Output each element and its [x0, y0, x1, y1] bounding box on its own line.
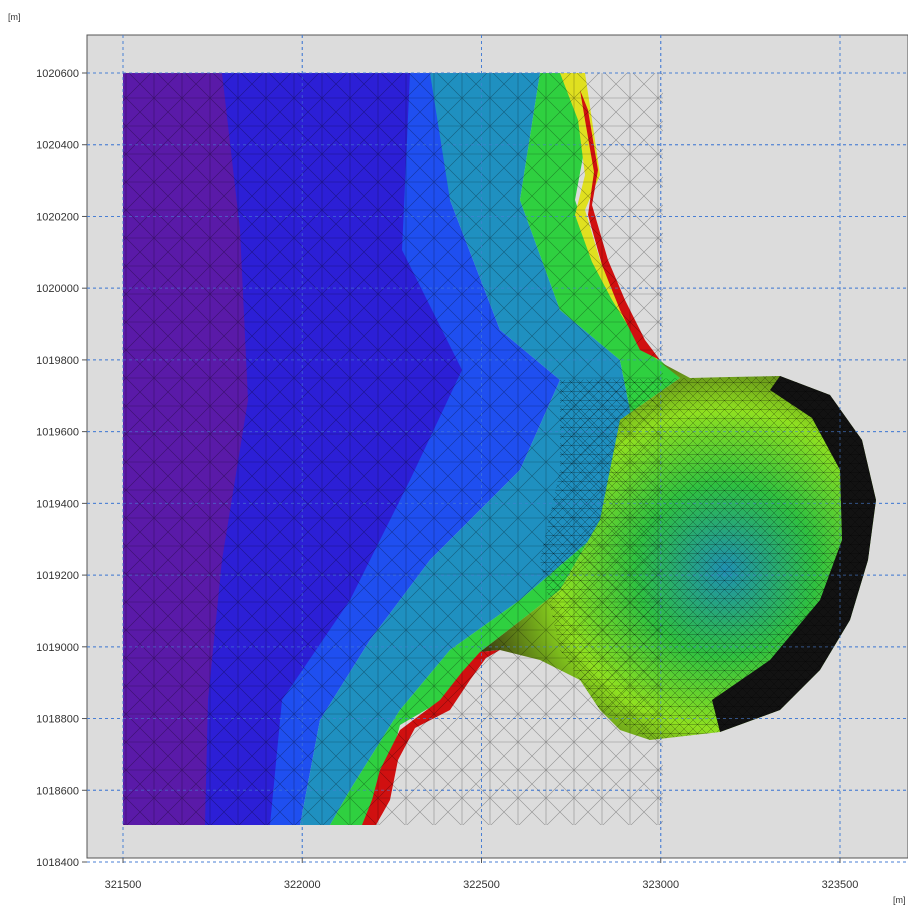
y-tick-label: 1019400 — [36, 498, 79, 510]
x-axis: 321500 322000 322500 323000 323500 — [105, 858, 859, 891]
x-tick-label: 322500 — [463, 879, 500, 891]
y-tick-label: 1020600 — [36, 68, 79, 80]
mesh-lines-fine — [540, 376, 876, 740]
x-tick-label: 321500 — [105, 879, 142, 891]
y-tick-label: 1019600 — [36, 427, 79, 439]
y-tick-label: 1018600 — [36, 785, 79, 797]
x-tick-label: 323500 — [822, 879, 859, 891]
y-tick-label: 1019000 — [36, 642, 79, 654]
bathymetry-mesh — [123, 73, 876, 825]
x-tick-label: 323000 — [642, 879, 679, 891]
grid-lines-overlay — [87, 35, 908, 863]
y-tick-label: 1019200 — [36, 570, 79, 582]
y-unit-label: [m] — [8, 12, 21, 22]
y-tick-label: 1018400 — [36, 857, 79, 869]
x-tick-label: 322000 — [284, 879, 321, 891]
y-tick-label: 1020200 — [36, 211, 79, 223]
y-tick-label: 1019800 — [36, 355, 79, 367]
x-unit-label: [m] — [893, 895, 906, 905]
y-tick-label: 1020400 — [36, 140, 79, 152]
y-axis: 1018400 1018600 1018800 1019000 1019200 10194… — [36, 68, 87, 869]
y-tick-label: 1018800 — [36, 714, 79, 726]
y-tick-label: 1020000 — [36, 283, 79, 295]
